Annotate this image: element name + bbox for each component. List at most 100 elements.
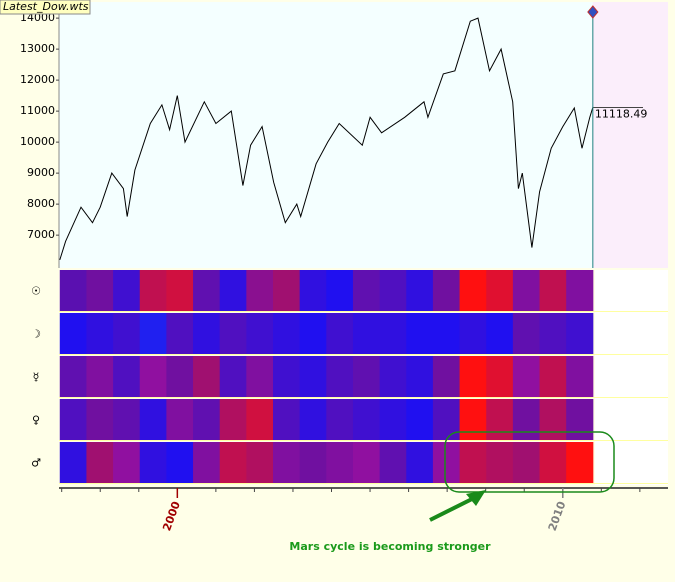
strip-cell — [86, 313, 114, 354]
strip-cell — [432, 442, 461, 483]
strip-cell — [352, 356, 381, 397]
strip-cell — [512, 442, 541, 483]
y-tick-label: 10000 — [20, 135, 55, 148]
strip-cell — [379, 442, 407, 483]
strip-symbol: ♂ — [31, 457, 41, 470]
strip-cell — [59, 442, 87, 483]
strip-cell — [326, 399, 354, 440]
strip-cell — [566, 270, 594, 311]
strip-cell — [166, 356, 194, 397]
y-tick-label: 9000 — [27, 166, 55, 179]
strip-cell — [166, 399, 194, 440]
strip-cell — [432, 313, 461, 354]
strip-cell — [113, 313, 141, 354]
strip-cell — [246, 270, 274, 311]
strip-cell — [299, 399, 327, 440]
strip-symbol: ☉ — [31, 285, 41, 298]
strip-symbol: ☽ — [31, 328, 41, 341]
strip-cell — [539, 313, 567, 354]
strip-cell — [166, 442, 194, 483]
strip-cell — [512, 313, 541, 354]
strip-cell — [406, 356, 434, 397]
strip-cell — [59, 313, 87, 354]
y-tick-label: 8000 — [27, 197, 55, 210]
strip-cell — [139, 399, 167, 440]
strip-cell — [59, 356, 87, 397]
strip-cell — [272, 399, 301, 440]
strip-cell — [299, 270, 327, 311]
strip-cell — [539, 399, 567, 440]
strip-cell — [406, 442, 434, 483]
strip-cell — [566, 313, 594, 354]
strip-cell — [406, 399, 434, 440]
strip-cell — [272, 442, 301, 483]
strip-cell — [272, 270, 301, 311]
strip-cell — [352, 399, 381, 440]
strip-cell — [193, 399, 221, 440]
strip-cell — [219, 270, 247, 311]
strip-cell — [352, 442, 381, 483]
strip-cell — [459, 442, 487, 483]
strip-cell — [566, 399, 594, 440]
strip-cell — [113, 270, 141, 311]
strip-cell — [272, 313, 301, 354]
future-area — [592, 2, 668, 268]
strip-cell — [246, 399, 274, 440]
strip-cell — [139, 313, 167, 354]
strip-cell — [59, 270, 87, 311]
strip-cell — [139, 356, 167, 397]
y-tick-label: 11000 — [20, 104, 55, 117]
strip-cell — [459, 313, 487, 354]
strip-cell — [486, 270, 514, 311]
strip-cell — [86, 270, 114, 311]
strip-cell — [246, 356, 274, 397]
strip-cell — [86, 442, 114, 483]
strip-cell — [539, 442, 567, 483]
strip-cell — [379, 356, 407, 397]
strip-cell — [299, 313, 327, 354]
price-line — [59, 17, 594, 261]
strip-cell — [113, 356, 141, 397]
strip-cell — [566, 442, 594, 483]
strip-cell — [86, 356, 114, 397]
strip-cell — [219, 313, 247, 354]
strip-cell — [246, 442, 274, 483]
highlight-box — [444, 431, 615, 493]
strip-cell — [512, 270, 541, 311]
strip-cell — [113, 442, 141, 483]
strip-cell — [352, 313, 381, 354]
strip-cell — [432, 270, 461, 311]
window-tab — [0, 0, 91, 15]
strip-cell — [512, 356, 541, 397]
strip-cell — [486, 313, 514, 354]
y-tick-label: 12000 — [20, 73, 55, 86]
last-value-label: 11118.49 — [595, 107, 648, 120]
strip-cell — [432, 356, 461, 397]
strip-cell — [193, 313, 221, 354]
strip-cell — [486, 399, 514, 440]
strip-cell — [299, 356, 327, 397]
plot-area — [59, 2, 595, 268]
arrow-shaft — [429, 494, 479, 522]
strip-cell — [379, 270, 407, 311]
current-marker — [587, 5, 599, 19]
strip-cell — [219, 442, 247, 483]
strip-cell — [326, 270, 354, 311]
strip-cell — [459, 399, 487, 440]
strip-cell — [299, 442, 327, 483]
strip-cell — [139, 270, 167, 311]
strip-cell — [326, 313, 354, 354]
strip-cell — [379, 313, 407, 354]
strip-cell — [219, 399, 247, 440]
strip-cell — [193, 270, 221, 311]
strip-cell — [326, 356, 354, 397]
strip-cell — [539, 270, 567, 311]
strip-cell — [86, 399, 114, 440]
strip-cell — [406, 270, 434, 311]
x-tick-label: 2000 — [160, 499, 183, 533]
strip-cell — [59, 399, 87, 440]
strip-cell — [486, 442, 514, 483]
strip-cell — [326, 442, 354, 483]
